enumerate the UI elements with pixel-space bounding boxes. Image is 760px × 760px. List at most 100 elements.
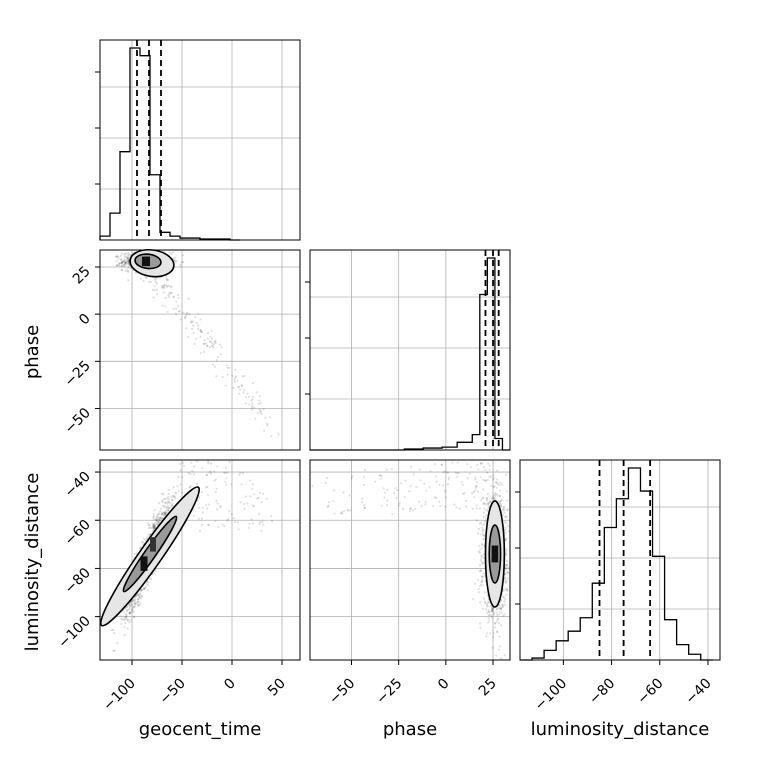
sample-point-geocent-distance	[160, 507, 163, 510]
sample-point-phase-distance	[461, 483, 464, 487]
sample-point-phase-distance	[504, 580, 507, 584]
x-tick-label-geocent-time-3: 50	[265, 676, 289, 700]
sample-point-phase-distance	[490, 610, 493, 613]
sample-point-phase-distance	[482, 502, 485, 505]
sample-point-geocent-distance	[116, 641, 119, 644]
sample-point-phase-distance	[443, 489, 446, 492]
sample-point-phase-distance	[386, 488, 389, 492]
sample-point-geocent-distance	[136, 600, 139, 604]
sample-point-geocent-distance	[209, 462, 213, 465]
sample-point-geocent-distance	[149, 526, 152, 530]
sample-point-geocent-distance	[156, 522, 159, 526]
sample-point-geocent-phase	[187, 335, 190, 339]
sample-point-phase-distance	[484, 520, 487, 523]
sample-point-geocent-phase	[255, 391, 258, 394]
sample-point-geocent-distance	[158, 519, 161, 522]
sample-point-phase-distance	[482, 515, 485, 519]
sample-point-geocent-distance	[171, 499, 174, 502]
sample-point-geocent-phase	[127, 260, 130, 264]
sample-point-geocent-phase	[127, 262, 130, 265]
sample-point-geocent-distance	[209, 470, 212, 473]
sample-point-geocent-phase	[277, 433, 280, 436]
sample-point-geocent-phase	[197, 312, 200, 315]
y-tick-label-luminosity-distance-2: −60	[62, 517, 94, 549]
sample-point-phase-distance	[490, 608, 493, 611]
y-tick-label-phase-3: 25	[70, 263, 94, 287]
sample-point-phase-distance	[488, 475, 491, 478]
sample-point-geocent-phase	[115, 255, 118, 258]
sample-point-geocent-distance	[128, 621, 131, 624]
sample-point-geocent-distance	[139, 596, 142, 599]
sample-point-geocent-distance	[187, 472, 190, 475]
sample-point-phase-distance	[498, 500, 501, 503]
sample-point-phase-distance	[477, 468, 480, 471]
sample-point-phase-distance	[500, 504, 503, 507]
sample-point-geocent-distance	[158, 518, 162, 522]
sample-point-geocent-phase	[170, 285, 173, 288]
sample-point-phase-distance	[494, 622, 497, 625]
sample-point-geocent-distance	[181, 476, 184, 479]
sample-point-geocent-distance	[132, 599, 135, 602]
sample-point-geocent-distance	[214, 478, 217, 481]
sample-point-phase-distance	[499, 481, 502, 484]
sample-point-geocent-phase	[163, 250, 166, 253]
histogram-luminosity-distance	[520, 467, 713, 661]
density-peak-geocent-distance	[140, 556, 148, 571]
sample-point-phase-distance	[496, 469, 499, 472]
sample-point-phase-distance	[341, 512, 344, 515]
sample-point-phase-distance	[391, 513, 394, 516]
y-axis-label-luminosity-distance: luminosity_distance	[22, 473, 43, 652]
sample-point-geocent-distance	[179, 462, 182, 466]
sample-point-geocent-phase	[124, 255, 127, 258]
sample-point-phase-distance	[487, 462, 490, 465]
sample-point-phase-distance	[506, 509, 509, 512]
sample-point-phase-distance	[447, 471, 450, 474]
sample-point-phase-distance	[351, 475, 354, 478]
sample-point-phase-distance	[438, 483, 441, 486]
sample-point-geocent-phase	[126, 257, 129, 260]
sample-point-geocent-distance	[145, 537, 148, 540]
sample-point-phase-distance	[361, 501, 364, 504]
sample-point-phase-distance	[489, 501, 492, 504]
sample-point-geocent-distance	[129, 611, 132, 614]
sample-point-geocent-distance	[167, 509, 170, 512]
sample-point-geocent-distance	[155, 515, 158, 519]
sample-point-geocent-phase	[214, 341, 217, 344]
sample-point-geocent-distance	[153, 523, 156, 526]
sample-point-phase-distance	[444, 490, 447, 493]
sample-point-geocent-distance	[259, 521, 262, 524]
sample-point-geocent-distance	[228, 510, 231, 513]
sample-point-phase-distance	[491, 646, 494, 649]
sample-point-geocent-distance	[154, 569, 157, 572]
sample-point-geocent-phase	[251, 398, 254, 401]
sample-point-geocent-distance	[142, 588, 145, 591]
sample-point-geocent-phase	[120, 262, 123, 265]
sample-point-phase-distance	[474, 489, 477, 492]
y-tick-label-phase-2: 0	[76, 311, 94, 329]
sample-point-geocent-phase	[210, 341, 213, 345]
sample-point-geocent-distance	[157, 512, 160, 515]
sample-point-phase-distance	[479, 462, 482, 465]
sample-point-phase-distance	[479, 548, 482, 551]
sample-point-phase-distance	[454, 471, 457, 474]
sample-point-geocent-phase	[123, 265, 126, 268]
sample-point-geocent-distance	[138, 597, 141, 600]
sample-point-phase-distance	[343, 510, 346, 513]
sample-point-geocent-phase	[208, 346, 211, 349]
sample-point-geocent-phase	[124, 252, 127, 255]
sample-point-phase-distance	[409, 507, 413, 510]
sample-point-geocent-distance	[152, 512, 155, 515]
sample-point-geocent-phase	[257, 403, 260, 406]
sample-point-geocent-phase	[161, 304, 164, 307]
sample-point-geocent-distance	[239, 472, 242, 475]
sample-point-geocent-distance	[161, 513, 164, 516]
sample-point-geocent-distance	[151, 522, 154, 525]
sample-point-geocent-distance	[110, 628, 113, 632]
sample-point-phase-distance	[482, 511, 485, 514]
sample-point-geocent-phase	[123, 263, 126, 266]
sample-point-geocent-distance	[165, 509, 168, 512]
sample-point-geocent-phase	[221, 375, 224, 379]
sample-point-phase-distance	[477, 578, 480, 581]
sample-point-phase-distance	[504, 473, 507, 476]
sample-point-geocent-distance	[201, 506, 204, 509]
